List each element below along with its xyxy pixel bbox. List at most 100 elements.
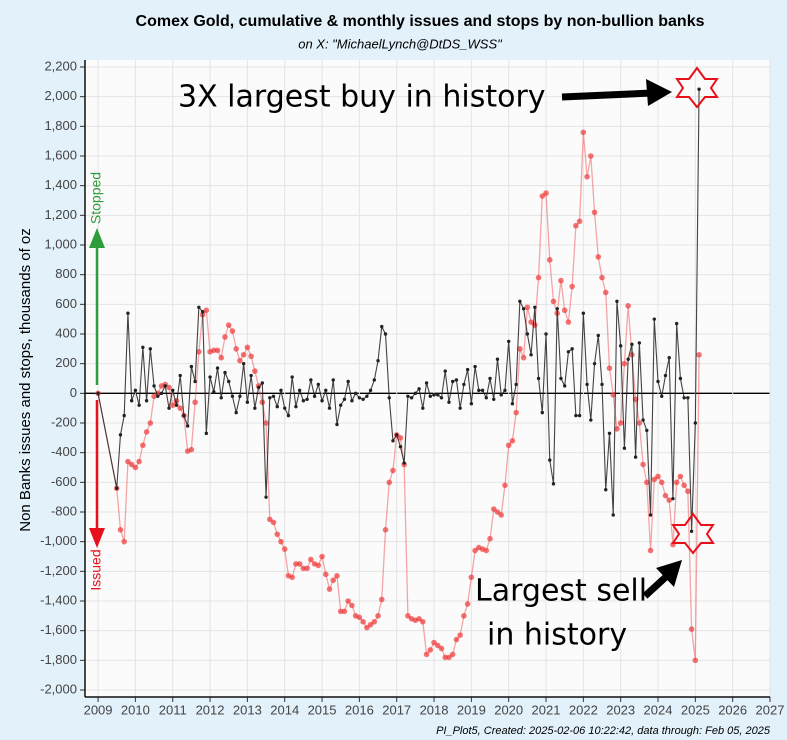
data-point [117, 527, 124, 533]
data-point [682, 396, 686, 400]
data-point [140, 442, 146, 449]
data-point [640, 461, 646, 468]
data-point [263, 420, 269, 426]
y-tick-label: -800 [51, 503, 77, 518]
stopped-arrowhead [89, 228, 105, 248]
data-point [156, 394, 160, 398]
data-point [543, 190, 549, 196]
data-point [203, 307, 210, 314]
data-point [589, 418, 593, 422]
data-point [121, 538, 127, 545]
data-point [163, 384, 167, 388]
data-point [371, 618, 378, 625]
y-tick-label: -1,200 [40, 563, 77, 578]
data-point [322, 571, 329, 578]
data-point [169, 402, 176, 409]
data-point [510, 402, 515, 406]
data-point [147, 420, 154, 426]
data-point [505, 442, 512, 449]
data-point [697, 87, 701, 91]
data-point [536, 376, 541, 381]
data-point [611, 513, 615, 517]
data-point [494, 509, 501, 515]
y-tick-label: 2,000 [44, 88, 77, 103]
data-point [610, 392, 617, 398]
data-point [334, 572, 340, 579]
data-point [499, 393, 503, 397]
data-point [427, 647, 434, 653]
data-point [174, 403, 179, 407]
data-point [320, 399, 324, 403]
data-point [405, 613, 411, 619]
data-point [141, 345, 145, 350]
sell-star [671, 512, 715, 555]
data-point [200, 310, 205, 314]
data-point [677, 473, 684, 480]
data-point [539, 193, 546, 199]
data-point [398, 445, 403, 449]
data-point [316, 382, 321, 387]
data-point [365, 394, 369, 398]
data-point [655, 473, 661, 480]
data-point [424, 381, 429, 385]
data-point [645, 428, 649, 433]
data-point [122, 413, 126, 418]
data-point [487, 535, 493, 542]
data-point [185, 424, 190, 428]
data-point [574, 413, 578, 418]
data-point [387, 396, 391, 400]
data-point [540, 410, 544, 415]
data-point [289, 574, 295, 581]
data-point [652, 317, 656, 321]
buy-star [675, 66, 719, 109]
data-point [144, 399, 149, 403]
y-tick-label: 1,600 [44, 147, 77, 162]
data-point [308, 556, 314, 563]
data-point [461, 613, 467, 619]
data-point [126, 311, 130, 315]
y-tick-label: -1,400 [40, 592, 77, 607]
data-point [274, 531, 281, 538]
data-point [450, 379, 455, 384]
data-point [480, 388, 485, 393]
data-point [339, 403, 343, 407]
data-point [240, 351, 247, 358]
data-point [368, 388, 373, 393]
data-point [577, 413, 582, 418]
data-point [309, 378, 313, 382]
sell-annotation-1: Largest sell [475, 574, 647, 609]
data-point [561, 307, 568, 314]
y-tick-label: 1,200 [44, 207, 77, 222]
data-point [696, 351, 702, 358]
data-point [529, 353, 533, 357]
data-point [234, 410, 238, 415]
data-point [219, 396, 223, 400]
marks [95, 87, 702, 664]
data-point [498, 512, 505, 518]
data-point [436, 393, 440, 397]
data-point [658, 479, 665, 486]
data-point [453, 636, 460, 643]
data-point [438, 645, 445, 652]
data-point [681, 482, 687, 489]
data-point [128, 461, 135, 468]
data-point [484, 396, 488, 400]
data-point [446, 654, 452, 661]
data-point [614, 426, 620, 432]
data-point [417, 387, 421, 391]
data-point [423, 651, 430, 658]
data-point [439, 396, 444, 400]
data-point [248, 353, 254, 360]
data-point [118, 433, 123, 437]
data-point [364, 624, 370, 631]
data-point [361, 397, 365, 401]
data-point [271, 394, 276, 398]
y-tick-label: 200 [55, 355, 77, 370]
issued-arrowhead [89, 528, 105, 548]
y-tick-label: 600 [55, 296, 77, 311]
data-point [607, 431, 612, 436]
data-point [353, 391, 358, 396]
y-tick-label: -1,000 [40, 533, 77, 548]
data-point [464, 601, 471, 607]
data-point [502, 482, 508, 489]
